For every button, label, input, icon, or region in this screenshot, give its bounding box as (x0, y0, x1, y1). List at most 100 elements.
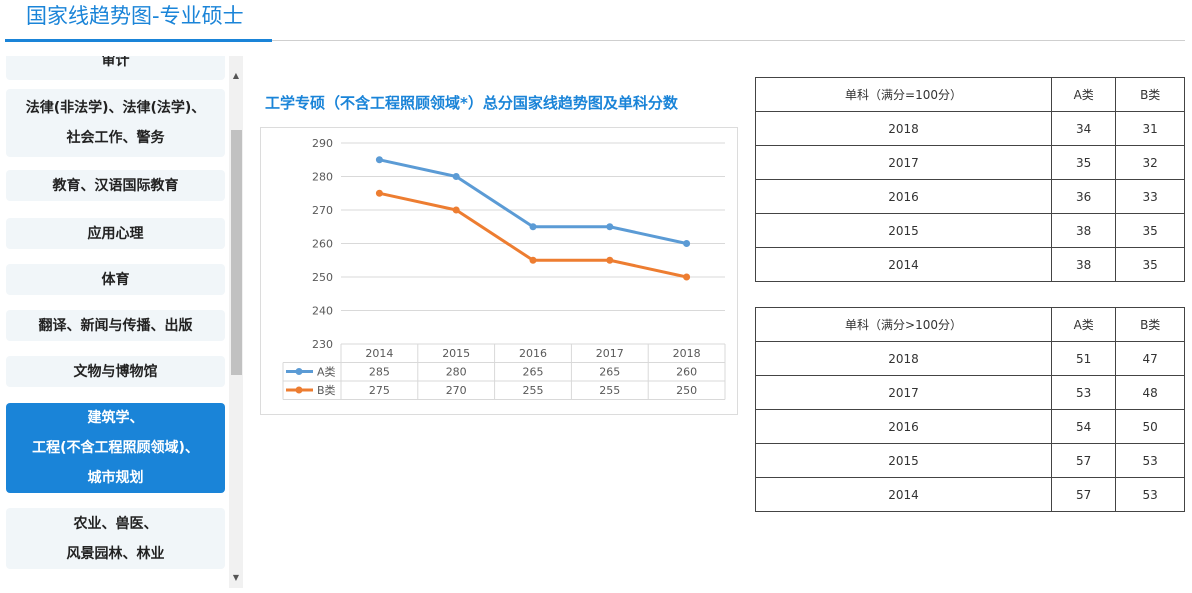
column-header: A类 (1051, 307, 1117, 342)
table-row: 2016 54 50 (754, 409, 1185, 444)
table-row: 2018 51 47 (754, 341, 1185, 376)
table-cell: 57 (1051, 443, 1117, 478)
header-divider (5, 40, 1185, 41)
y-tick-label: 260 (312, 238, 333, 251)
sidebar-item-label: 城市规划 (87, 470, 144, 486)
data-point (375, 156, 383, 164)
y-tick-label: 250 (312, 271, 333, 284)
page-title: 国家线趋势图-专业硕士 (26, 4, 244, 28)
sidebar-item-0[interactable]: 审计 (6, 56, 225, 80)
y-tick-label: 270 (312, 204, 333, 217)
table-cell: 48 (1115, 375, 1185, 410)
sidebar-item-4[interactable]: 体育 (6, 264, 225, 295)
table-cell: 2015 (754, 213, 1053, 248)
sidebar-item-label: 法律(非法学)、法律(法学)、 (25, 100, 206, 116)
sidebar-item-label: 应用心理 (87, 225, 144, 242)
table-cell: 35 (1051, 145, 1117, 180)
table-row: 2017 53 48 (754, 375, 1185, 410)
x-category-label: 2016 (519, 347, 547, 360)
data-table-value: 250 (676, 384, 697, 397)
data-point (375, 189, 383, 197)
sidebar-item-label: 工程(不含工程照顾领域)、 (32, 440, 199, 456)
legend-swatch-marker (295, 368, 303, 375)
sidebar-item-label: 体育 (101, 271, 130, 288)
data-table-value: 255 (523, 384, 544, 397)
sidebar-item-5[interactable]: 翻译、新闻与传播、出版 (6, 310, 225, 341)
data-table-value: 280 (446, 366, 467, 379)
table-cell: 2017 (754, 375, 1053, 410)
data-point (452, 206, 460, 214)
table-cell: 47 (1115, 341, 1185, 376)
sidebar-item-2[interactable]: 教育、汉语国际教育 (6, 170, 225, 201)
table-cell: 2018 (754, 111, 1053, 146)
data-point (452, 173, 460, 180)
table-cell: 36 (1051, 179, 1117, 214)
table-row: 2015 38 35 (754, 213, 1185, 248)
table-cell: 38 (1051, 213, 1117, 248)
sidebar-item-label: 教育、汉语国际教育 (52, 177, 179, 194)
series-line-1 (379, 191, 687, 279)
table-cell: 57 (1051, 477, 1117, 512)
sidebar-item-label: 建筑学、 (87, 410, 144, 426)
sidebar-item-6[interactable]: 文物与博物馆 (6, 356, 225, 387)
table-row: 2016 36 33 (754, 179, 1185, 214)
y-tick-label: 280 (312, 171, 333, 184)
column-header: B类 (1115, 307, 1185, 342)
table-cell: 33 (1115, 179, 1185, 214)
table-cell: 53 (1115, 443, 1185, 478)
chart-heading: 工学专硕（不含工程照顾领域*）总分国家线趋势图及单科分数 (265, 94, 678, 112)
single-subject-table-over-100: 单科（满分>100分） A类 B类 2018 51 47 2017 53 48 2016 54 50 2… (754, 307, 1185, 512)
table-cell: 2014 (754, 247, 1053, 282)
sidebar-item-label: 翻译、新闻与传播、出版 (38, 317, 193, 334)
category-sidebar: 审计 法律(非法学)、法律(法学)、 社会工作、警务 教育、汉语国际教育 应用心理 体育翻… (0, 56, 244, 588)
table-cell: 2018 (754, 341, 1053, 376)
single-subject-table-100: 单科（满分=100分） A类 B类 2018 34 31 2017 35 32 2016 36 33 2… (754, 77, 1185, 282)
table-row: 2014 38 35 (754, 247, 1185, 282)
table-cell: 38 (1051, 247, 1117, 282)
table-row: 2015 57 53 (754, 443, 1185, 478)
table-row: 2018 34 31 (754, 111, 1185, 146)
table-cell: 32 (1115, 145, 1185, 180)
page-header: 国家线趋势图-专业硕士 (0, 0, 1192, 42)
data-table-value: 275 (369, 384, 390, 397)
column-header: B类 (1115, 77, 1185, 112)
table-cell: 54 (1051, 409, 1117, 444)
x-category-label: 2014 (365, 347, 393, 360)
sidebar-item-label: 农业、兽医、 (73, 515, 158, 532)
table-cell: 53 (1051, 375, 1117, 410)
scroll-down-arrow-icon[interactable]: ▼ (232, 573, 240, 582)
trend-chart: 230 240 250 260 270 280 290 2014 2015 2016 2017 201… (260, 127, 738, 415)
sidebar-item-8[interactable]: 农业、兽医、 风景园林、林业 (6, 508, 225, 569)
sidebar-item-1[interactable]: 法律(非法学)、法律(法学)、 社会工作、警务 (6, 89, 225, 157)
table-header-row: 单科（满分=100分） A类 B类 (754, 77, 1185, 112)
trend-chart-svg: 230 240 250 260 270 280 290 2014 2015 2016 2017 201… (282, 137, 726, 400)
sidebar-item-3[interactable]: 应用心理 (6, 218, 225, 249)
sidebar-scrollbar-thumb[interactable] (231, 130, 242, 375)
table-row: 2017 35 32 (754, 145, 1185, 180)
table-cell: 53 (1115, 477, 1185, 512)
x-category-label: 2015 (442, 347, 470, 360)
table-cell: 2014 (754, 477, 1053, 512)
table-row: 2014 57 53 (754, 477, 1185, 512)
table-cell: 51 (1051, 341, 1117, 376)
scroll-up-arrow-icon[interactable]: ▲ (232, 71, 240, 80)
data-table-value: 255 (599, 384, 620, 397)
table-cell: 35 (1115, 213, 1185, 248)
table-cell: 34 (1051, 111, 1117, 146)
data-table-value: 260 (676, 366, 697, 379)
data-point (606, 223, 614, 231)
sidebar-item-7[interactable]: 建筑学、工程(不含工程照顾领域)、 城市规划 (6, 403, 225, 493)
data-table-value: 270 (446, 384, 467, 397)
table-cell: 50 (1115, 409, 1185, 444)
x-category-label: 2017 (596, 347, 624, 360)
column-header: 单科（满分>100分） (754, 307, 1053, 342)
y-tick-label: 230 (312, 338, 333, 351)
y-tick-label: 290 (312, 137, 333, 150)
data-point (529, 223, 537, 231)
sidebar-item-label: 社会工作、警务 (66, 130, 165, 146)
data-table-value: 285 (369, 366, 390, 379)
sidebar-item-label: 风景园林、林业 (66, 545, 165, 562)
column-header: A类 (1051, 77, 1117, 112)
table-cell: 35 (1115, 247, 1185, 282)
legend-label: A类 (317, 365, 336, 379)
